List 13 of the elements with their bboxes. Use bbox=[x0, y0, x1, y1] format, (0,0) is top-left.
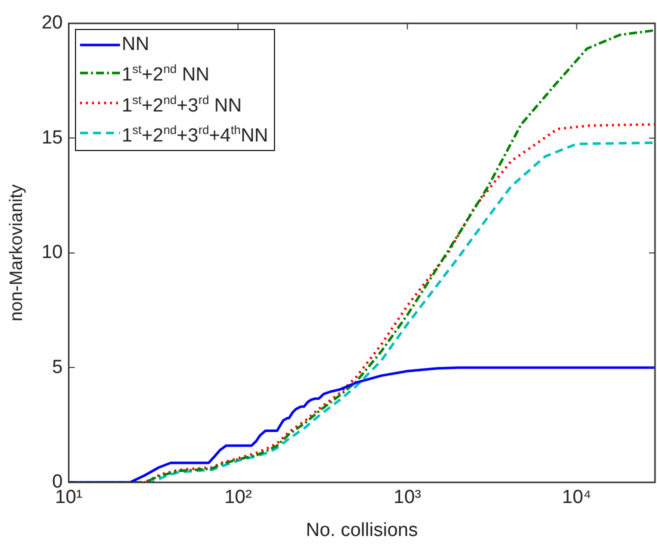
legend-label: 1$^{st}$+2$^{nd}$ NN bbox=[122, 61, 210, 88]
x-tick-label: 10⁴ bbox=[562, 487, 592, 508]
x-axis-title: No. collisions bbox=[306, 520, 418, 541]
x-tick-label: 10² bbox=[224, 487, 252, 508]
text: 1$^{st}$+2$^{nd}$+3$^{rd}$+4$^{th}$NN bbox=[122, 123, 268, 146]
y-tick-label: 10 bbox=[42, 242, 63, 264]
y-axis-title: non-Markovianity bbox=[6, 184, 26, 322]
x-tick-label: 10³ bbox=[394, 487, 422, 508]
y-tick-label: 20 bbox=[42, 12, 63, 34]
y-tick-label: 15 bbox=[42, 127, 63, 148]
legend-label: 1$^{st}$+2$^{nd}$+3$^{rd}$ NN bbox=[122, 92, 242, 118]
legend-label: NN bbox=[122, 33, 150, 58]
y-tick-label: 5 bbox=[52, 356, 63, 378]
